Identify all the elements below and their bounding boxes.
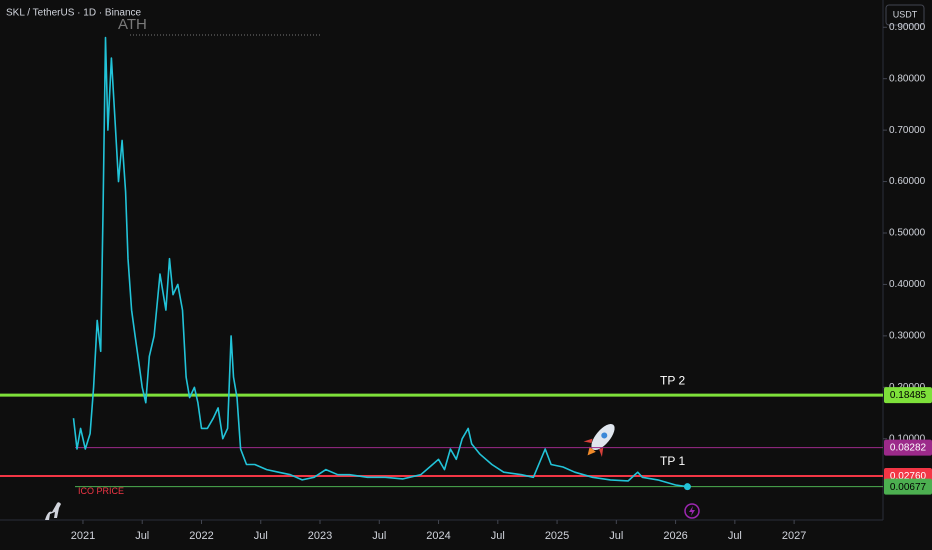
currency-box[interactable]	[885, 4, 925, 26]
x-tick-label: 2026	[663, 530, 687, 542]
event-icon[interactable]	[684, 503, 700, 519]
last-price-dot	[683, 483, 691, 491]
level-badge-label: 0.02760	[890, 471, 927, 482]
level-badge	[884, 439, 932, 456]
level-badge-label: 0.00677	[890, 482, 927, 493]
y-tick-label: 0.60000	[889, 176, 926, 187]
x-tick-label: 2025	[545, 530, 569, 542]
x-tick-label: 2024	[426, 530, 450, 542]
y-tick-label: 0.10000	[889, 433, 926, 444]
event-bolt	[689, 506, 695, 516]
level-badge-label: 0.18485	[890, 390, 927, 401]
level-name: TP 2	[660, 373, 685, 387]
price-line	[72, 36, 688, 488]
y-tick-label: 0.50000	[889, 228, 926, 239]
y-tick-label: 0.70000	[889, 125, 926, 136]
level-badge	[884, 387, 932, 404]
x-tick-label: Jul	[728, 530, 742, 542]
x-tick-label: 2022	[189, 530, 213, 542]
level-badge-label: 0.08282	[890, 443, 927, 454]
y-tick-label: 0.40000	[889, 279, 926, 290]
x-tick-label: Jul	[135, 530, 149, 542]
rocket-icon	[583, 423, 615, 457]
y-tick-label: 0.90000	[889, 22, 926, 33]
level-name: ICO PRICE	[78, 486, 124, 496]
x-tick-label: Jul	[609, 530, 623, 542]
x-tick-label: Jul	[372, 530, 386, 542]
x-tick-label: Jul	[491, 530, 505, 542]
x-tick-label: 2027	[782, 530, 806, 542]
x-tick-label: Jul	[254, 530, 268, 542]
level-name: TP 1	[660, 454, 685, 468]
currency-label[interactable]: USDT	[893, 9, 918, 19]
x-tick-label: 2023	[308, 530, 332, 542]
chart-title: SKL / TetherUS · 1D · Binance	[6, 8, 142, 19]
level-badge	[884, 478, 932, 495]
x-tick-label: 2021	[71, 530, 95, 542]
ath-label: ATH	[118, 16, 147, 33]
logo	[45, 502, 61, 520]
y-tick-label: 0.80000	[889, 73, 926, 84]
y-tick-label: 0.30000	[889, 331, 926, 342]
